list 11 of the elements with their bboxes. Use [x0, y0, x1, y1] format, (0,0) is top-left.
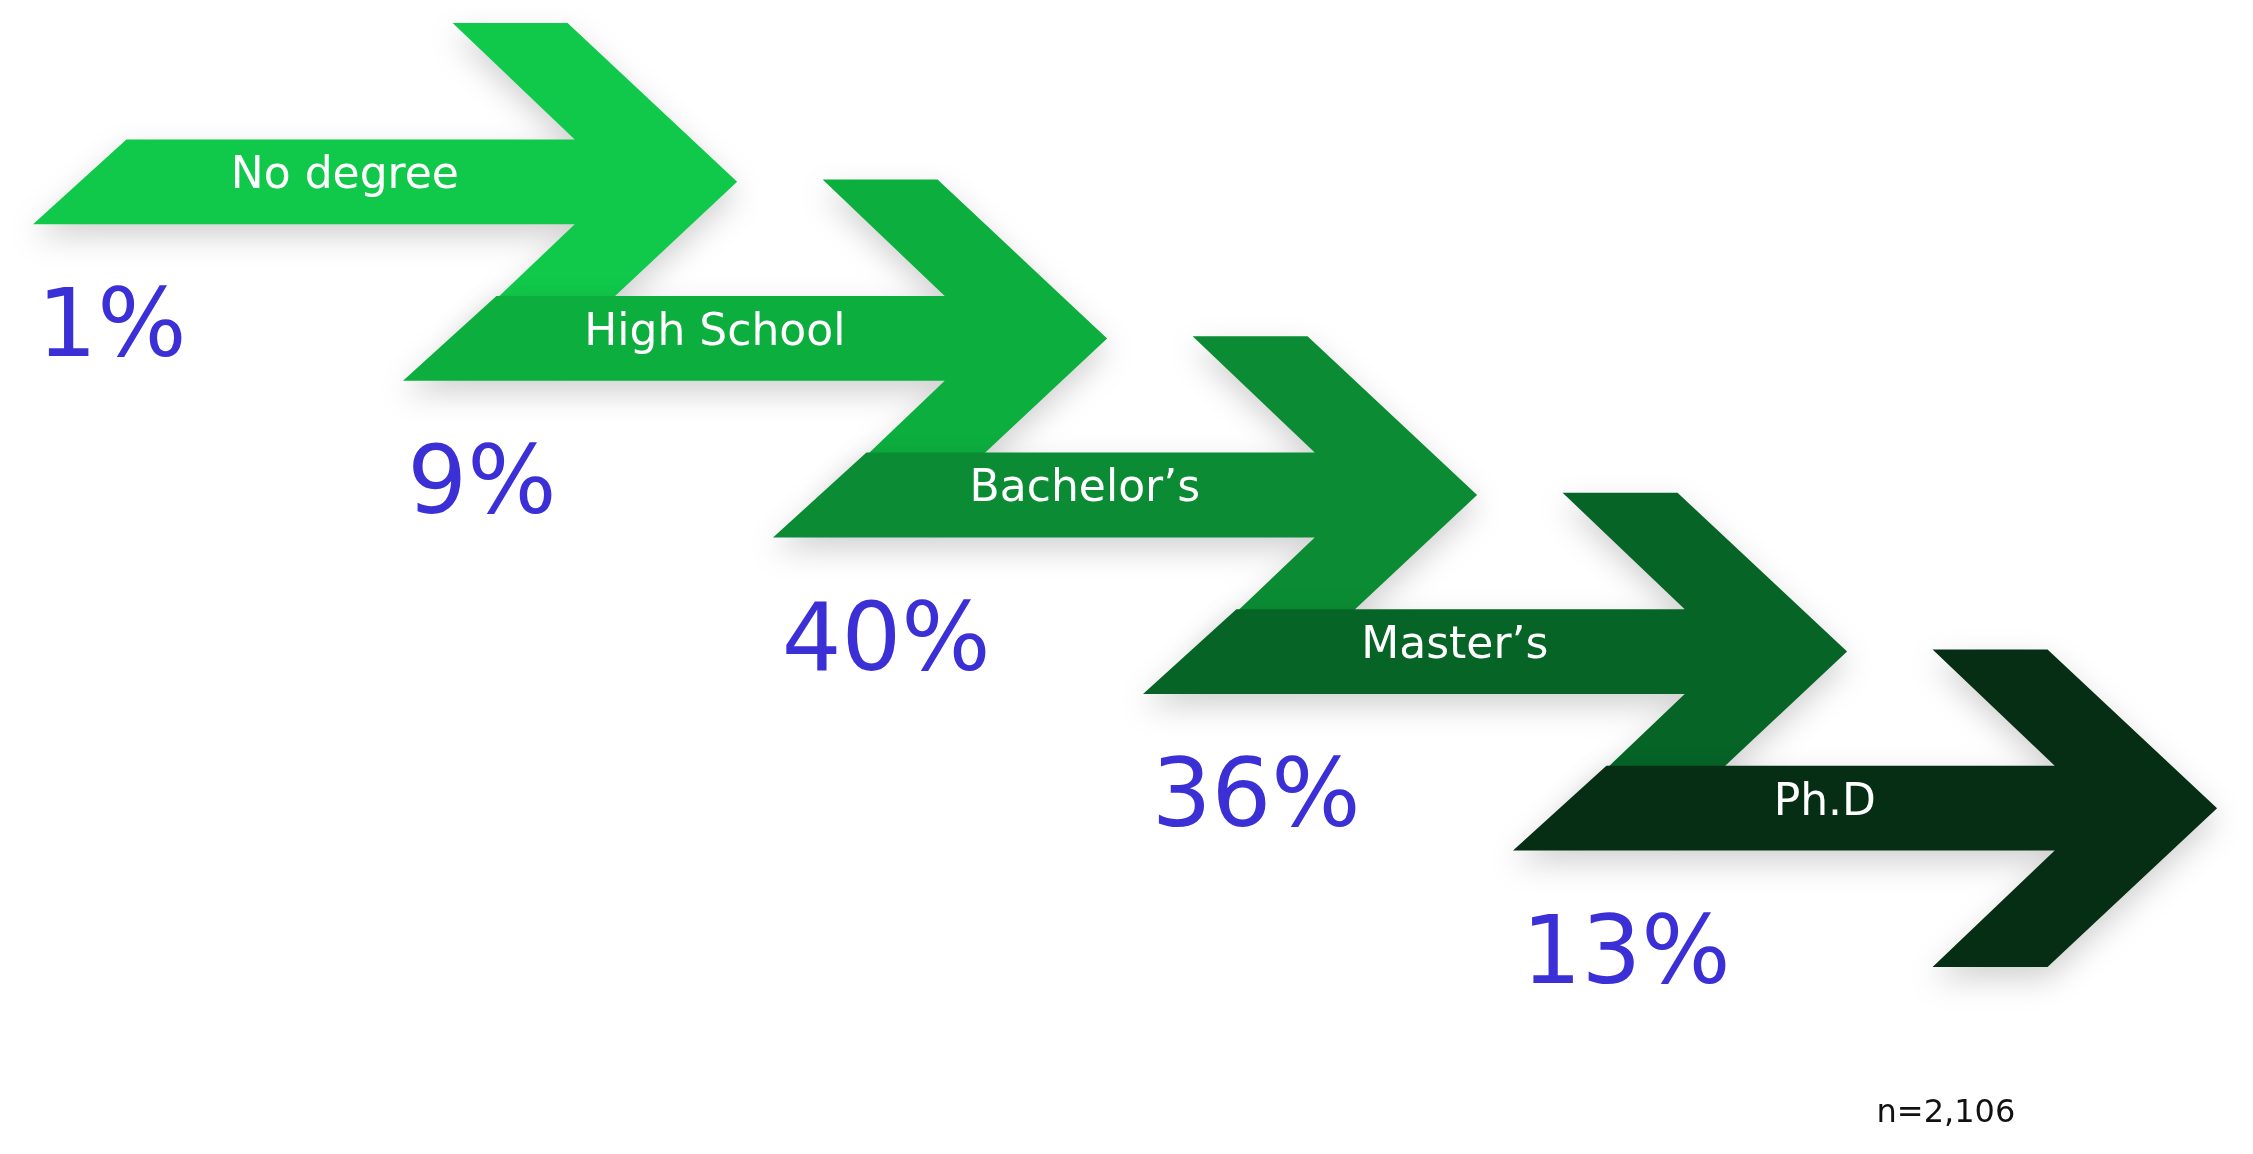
category-label: Bachelor’s [969, 460, 1201, 512]
category-label: Ph.D [1773, 773, 1876, 825]
data-label: 9% [407, 425, 557, 535]
category-label: Master’s [1361, 617, 1549, 669]
data-label: 40% [781, 582, 991, 692]
data-label: 13% [1521, 895, 1731, 1005]
data-label: 36% [1151, 739, 1361, 849]
text: n=2,106 [1876, 1091, 2016, 1130]
category-label: No degree [230, 147, 459, 199]
data-label: 1% [37, 269, 187, 379]
category-label: High School [584, 303, 846, 355]
